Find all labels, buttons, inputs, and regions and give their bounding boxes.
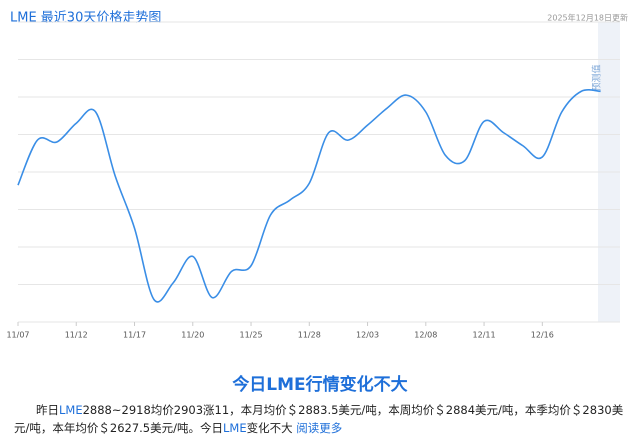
x-tick-label: 12/03 [356, 331, 379, 340]
x-tick-label: 11/28 [298, 331, 321, 340]
keyword: LME [59, 403, 83, 417]
chart-title: LME 最近30天价格走势图 [10, 10, 161, 26]
price-line [17, 89, 601, 303]
x-tick-label: 11/12 [65, 331, 88, 340]
x-tick-label: 11/17 [123, 331, 146, 340]
text: 2888~2918均价2903涨11，本月均价＄2883.5美元/吨，本周均价＄… [14, 403, 624, 435]
heading: 今日LME行情变化不大 [232, 375, 408, 395]
article: 今日LME行情变化不大 昨日LME2888~2918均价2903涨11，本月均价… [0, 370, 640, 437]
x-tick-label: 11/25 [240, 331, 263, 340]
x-tick-label: 11/07 [6, 331, 29, 340]
x-tick-label: 11/20 [181, 331, 204, 340]
x-tick-label: 12/16 [531, 331, 554, 340]
keyword: LME [223, 421, 247, 435]
x-tick-label: 12/08 [414, 331, 437, 340]
summary: 昨日LME2888~2918均价2903涨11，本月均价＄2883.5美元/吨，… [14, 401, 624, 437]
prediction-label: 预测值 [591, 64, 603, 91]
chart: LME 最近30天价格走势图 2025年12月18日更新 预测值 11/07 11… [6, 10, 628, 340]
text: 昨日 [36, 403, 59, 417]
text: 变化不大 [246, 421, 293, 435]
x-tick-label: 12/11 [473, 331, 496, 340]
update-date: 2025年12月18日更新 [547, 13, 628, 23]
read-more[interactable]: 阅读更多 [296, 421, 343, 435]
